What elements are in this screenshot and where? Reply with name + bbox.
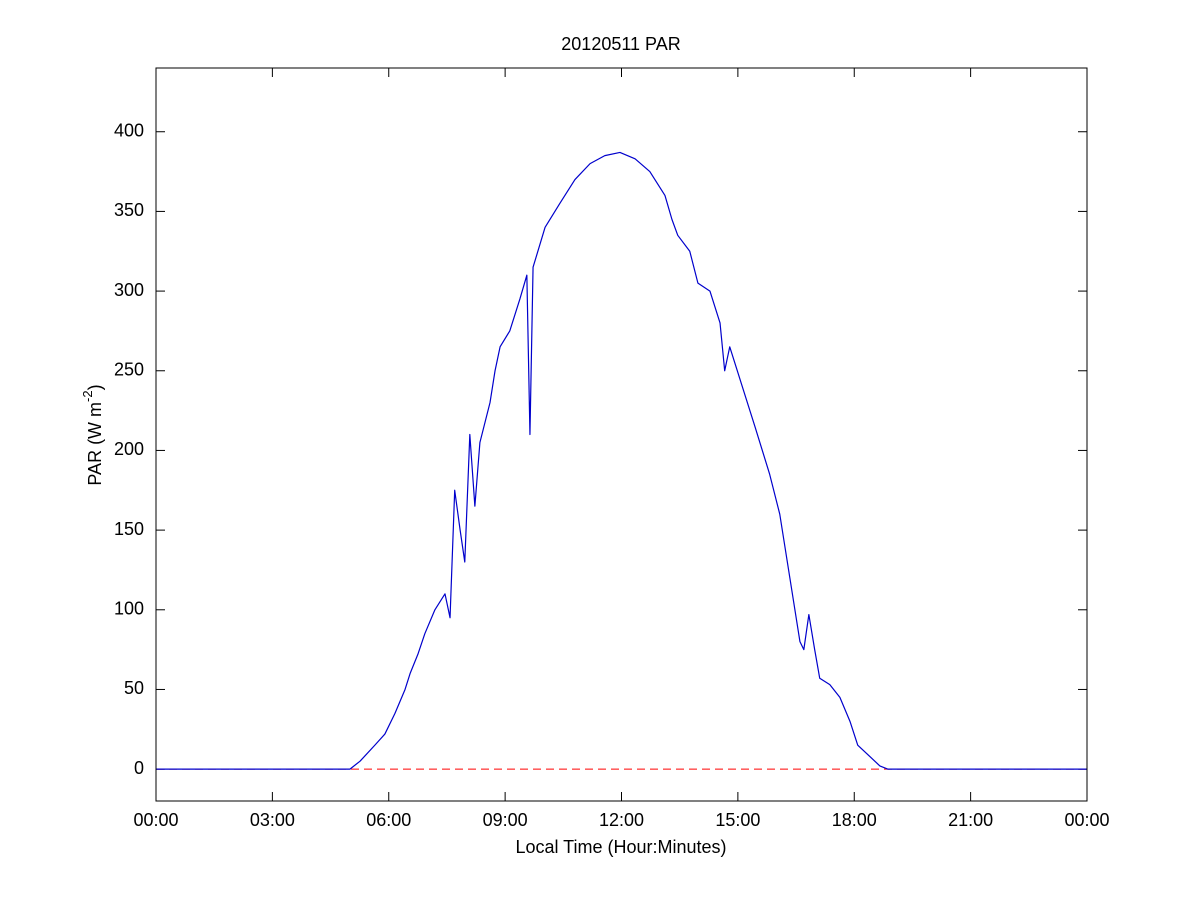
y-tick-label: 50: [124, 678, 144, 698]
x-tick-label: 03:00: [250, 810, 295, 830]
x-axis-label: Local Time (Hour:Minutes): [515, 837, 726, 857]
data-line: [156, 151, 1087, 770]
y-tick-label: 250: [114, 360, 144, 380]
y-label-sup: -2: [80, 390, 95, 402]
y-axis-label: PAR (W m-2): [80, 384, 104, 485]
x-tick-label: 15:00: [715, 810, 760, 830]
x-tick-label: 06:00: [366, 810, 411, 830]
y-tick-label: 400: [114, 120, 144, 140]
chart-title: 20120511 PAR: [561, 34, 680, 54]
y-label-text: PAR (W m: [85, 402, 105, 486]
y-tick-label: 300: [114, 280, 144, 300]
x-tick-label: 18:00: [832, 810, 877, 830]
x-tick-label: 09:00: [483, 810, 528, 830]
x-tick-label: 12:00: [599, 810, 644, 830]
x-tick-label: 00:00: [133, 810, 178, 830]
plot-frame: [155, 67, 1088, 802]
y-label-suffix: ): [85, 384, 105, 390]
y-tick-label: 150: [114, 519, 144, 539]
y-tick-label: 0: [134, 758, 144, 778]
x-tick-label: 00:00: [1064, 810, 1109, 830]
y-tick-label: 100: [114, 599, 144, 619]
y-tick-label: 350: [114, 200, 144, 220]
x-tick-label: 21:00: [948, 810, 993, 830]
y-tick-label: 200: [114, 439, 144, 459]
